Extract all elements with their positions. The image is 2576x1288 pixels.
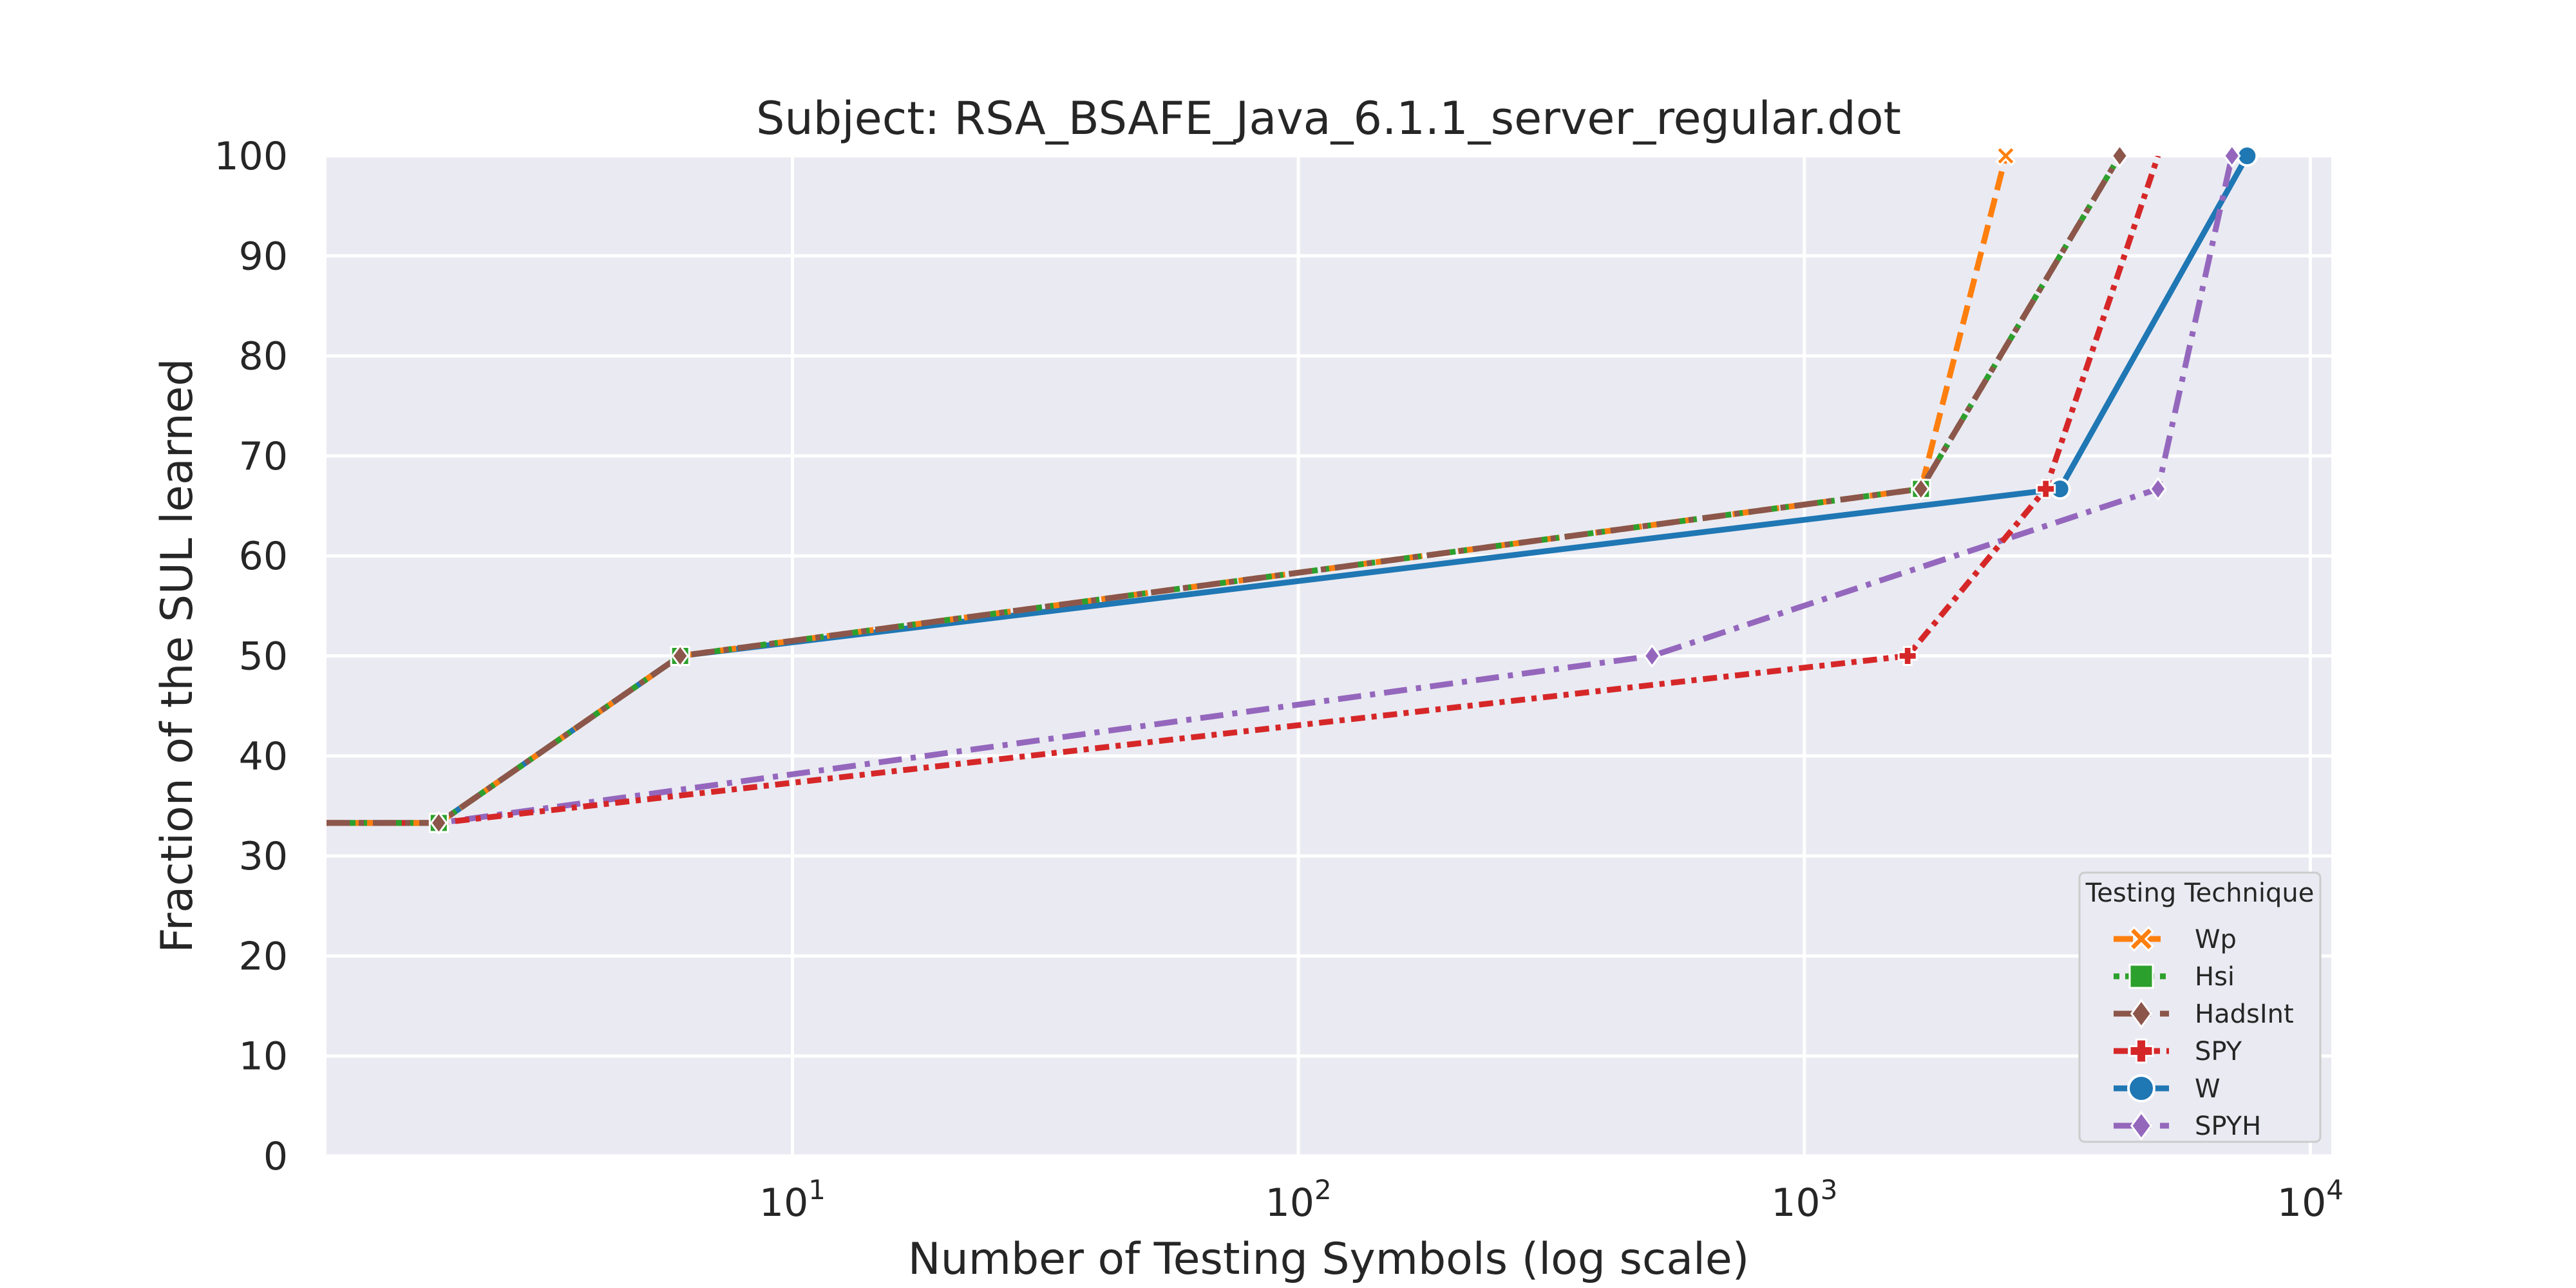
y-tick-label: 0	[263, 1134, 288, 1179]
legend-marker-hadsint	[2130, 998, 2153, 1029]
legend-label-hadsint: HadsInt	[2195, 999, 2294, 1029]
legend-marker-w	[2127, 1074, 2155, 1103]
y-tick-label: 70	[239, 434, 288, 479]
y-axis-title: Fraction of the SUL learned	[152, 358, 203, 952]
legend-marker-spyh	[2130, 1110, 2153, 1141]
data-point-hadsint	[671, 643, 689, 668]
x-tick-label: 104	[2277, 1174, 2344, 1226]
legend-title: Testing Technique	[2085, 878, 2315, 908]
data-point-spy	[2036, 478, 2056, 499]
y-tick-label: 60	[239, 534, 288, 579]
y-tick-label: 90	[239, 234, 288, 279]
y-tick-label: 30	[239, 834, 288, 879]
data-point-hadsint	[430, 811, 448, 835]
x-tick-label: 103	[1771, 1174, 1837, 1226]
y-tick-label: 100	[214, 134, 288, 179]
data-point-spyh	[1643, 643, 1662, 668]
x-tick-label: 102	[1265, 1174, 1332, 1226]
legend-label-w: W	[2195, 1074, 2221, 1104]
series-markers	[428, 144, 2259, 835]
data-point-spy	[1897, 646, 1918, 666]
data-point-hadsint	[2110, 144, 2129, 168]
legend: Testing Technique Wp Hsi HadsInt SPY W SPYH	[2078, 871, 2322, 1143]
legend-label-spy: SPY	[2195, 1037, 2242, 1066]
chart-title: Subject: RSA_BSAFE_Java_6.1.1_server_reg…	[756, 92, 1901, 145]
legend-marker-hsi	[2128, 963, 2154, 989]
data-point-hadsint	[1912, 477, 1930, 501]
y-tick-label: 40	[239, 734, 288, 779]
grid-lines	[327, 154, 2331, 1158]
data-point-wp	[1995, 145, 2016, 167]
data-point-spyh	[2149, 477, 2167, 501]
legend-marker-wp	[2128, 925, 2155, 952]
series-line-spyh	[327, 156, 2235, 826]
x-axis-title: Number of Testing Symbols (log scale)	[908, 1234, 1750, 1285]
y-tick-label: 10	[239, 1034, 288, 1079]
y-tick-label: 20	[239, 934, 288, 979]
y-axis: 0 10 20 30 40 50 60 70 80 90 100	[214, 134, 288, 1179]
data-point-spyh	[2223, 144, 2241, 168]
x-axis: 101 102 103 104	[759, 1174, 2344, 1226]
y-tick-label: 80	[239, 334, 288, 379]
legend-label-hsi: Hsi	[2195, 962, 2235, 992]
legend-label-spyh: SPYH	[2195, 1112, 2261, 1141]
legend-label-wp: Wp	[2195, 925, 2237, 954]
x-tick-label: 101	[759, 1174, 826, 1226]
legend-marker-spy	[2128, 1038, 2154, 1064]
y-tick-label: 50	[239, 634, 288, 679]
